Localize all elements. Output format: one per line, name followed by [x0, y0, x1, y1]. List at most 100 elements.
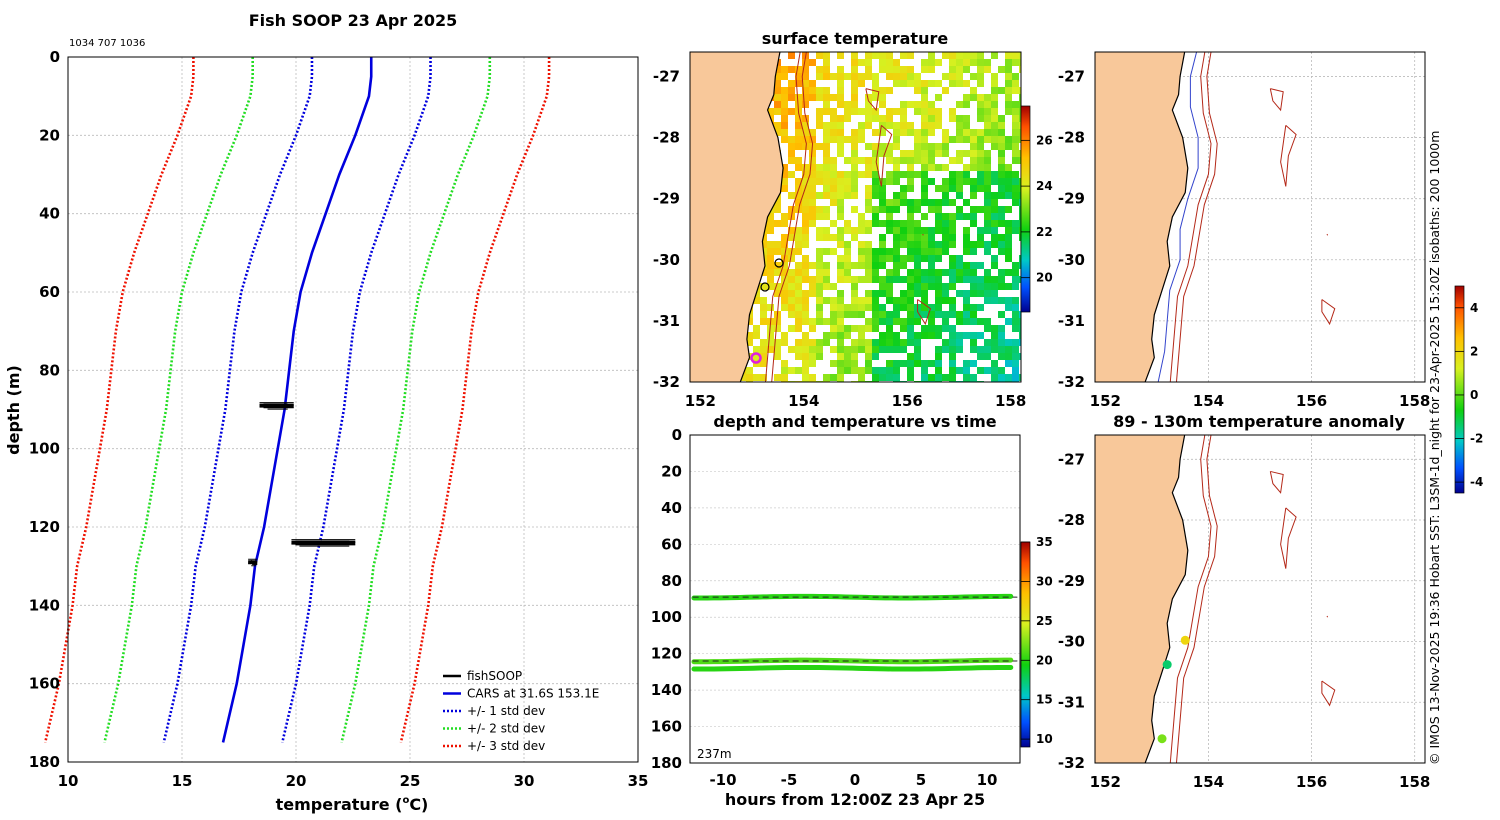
sst-pixel — [942, 220, 949, 227]
sst-pixel — [921, 255, 928, 262]
sst-pixel — [809, 129, 816, 136]
sst-pixel — [935, 185, 942, 192]
sst-pixel — [781, 178, 788, 185]
profile-ylabel: depth (m) — [4, 365, 23, 455]
y-tick-label: -29 — [1058, 190, 1085, 208]
sst-pixel — [1005, 136, 1012, 143]
sst-pixel — [907, 66, 914, 73]
sst-pixel — [977, 66, 984, 73]
sst-pixel — [781, 220, 788, 227]
sst-pixel — [907, 213, 914, 220]
sst-pixel — [851, 52, 858, 59]
isobath-map-frame — [1094, 51, 1426, 383]
sst-pixel — [781, 66, 788, 73]
sst-pixel — [851, 73, 858, 80]
sst-pixel — [956, 192, 963, 199]
sst-pixel — [984, 94, 991, 101]
sst-pixel — [879, 206, 886, 213]
sst-pixel — [1005, 241, 1012, 248]
sst-pixel — [935, 332, 942, 339]
sst-pixel — [914, 129, 921, 136]
sst-pixel — [879, 94, 886, 101]
isobath-map-y-ticks: -27 -28 -29 -30 -31 -32 — [1058, 67, 1085, 391]
sst-pixel — [844, 192, 851, 199]
sst-pixel — [851, 325, 858, 332]
sst-pixel — [1019, 353, 1021, 360]
sst-pixel — [1005, 59, 1012, 66]
sst-pixel — [788, 66, 795, 73]
sst-pixel — [935, 122, 942, 129]
sst-pixel — [760, 346, 767, 353]
sst-pixel — [998, 367, 1005, 374]
sst-pixel — [1019, 318, 1021, 325]
sst-pixel — [998, 325, 1005, 332]
sst-pixel — [872, 94, 879, 101]
std-dev-2-line — [340, 57, 492, 743]
sst-pixel — [935, 241, 942, 248]
sst-pixel — [872, 353, 879, 360]
sst-pixel — [970, 87, 977, 94]
sst-pixel — [802, 353, 809, 360]
sst-pixel — [872, 150, 879, 157]
sst-pixel — [802, 332, 809, 339]
sst-pixel — [970, 73, 977, 80]
sst-pixel — [970, 206, 977, 213]
sst-pixel — [802, 220, 809, 227]
sst-pixel — [970, 332, 977, 339]
sst-pixel — [970, 52, 977, 59]
sst-pixel — [991, 80, 998, 87]
sst-pixel — [921, 150, 928, 157]
sst-pixel — [984, 283, 991, 290]
x-tick-label: -5 — [781, 771, 798, 789]
sst-pixel — [1005, 143, 1012, 150]
sst-pixel — [998, 164, 1005, 171]
sst-pixel — [1019, 325, 1021, 332]
sst-pixel — [907, 199, 914, 206]
sst-pixel — [1012, 199, 1019, 206]
depth-time-frame — [689, 434, 1021, 764]
sst-pixel — [844, 276, 851, 283]
sst-pixel — [991, 276, 998, 283]
sst-pixel — [907, 80, 914, 87]
y-tick-label: 180 — [651, 754, 682, 772]
sst-pixel — [795, 178, 802, 185]
sst-pixel — [991, 290, 998, 297]
sst-pixel — [1012, 353, 1019, 360]
sst-pixel — [823, 87, 830, 94]
sst-pixel — [1019, 227, 1021, 234]
sst-pixel — [928, 241, 935, 248]
sst-pixel — [851, 143, 858, 150]
sst-pixel — [858, 325, 865, 332]
figure-title: Fish SOOP 23 Apr 2025 — [249, 11, 458, 30]
sst-pixel — [893, 248, 900, 255]
sst-pixel — [809, 220, 816, 227]
sst-pixel — [900, 171, 907, 178]
sst-pixel — [788, 87, 795, 94]
sst-pixel — [1012, 136, 1019, 143]
sst-pixel — [1005, 178, 1012, 185]
sst-pixel — [998, 297, 1005, 304]
sst-pixel — [851, 339, 858, 346]
x-tick-label: 30 — [514, 772, 535, 790]
sst-pixel — [851, 297, 858, 304]
sst-pixel — [795, 143, 802, 150]
sst-pixel — [1005, 80, 1012, 87]
sst-pixel — [977, 304, 984, 311]
sst-pixel — [921, 136, 928, 143]
seamount-isobath — [865, 88, 880, 112]
sst-pixel — [879, 339, 886, 346]
sst-pixel — [893, 346, 900, 353]
sst-pixel — [977, 241, 984, 248]
sst-pixel — [879, 332, 886, 339]
sst-pixel — [844, 367, 851, 374]
x-tick-label: 154 — [1193, 773, 1224, 791]
sst-pixel — [1012, 276, 1019, 283]
sst-pixel — [914, 150, 921, 157]
sst-pixel — [844, 101, 851, 108]
sst-pixel — [907, 227, 914, 234]
sst-pixel — [942, 52, 949, 59]
sst-pixel — [1019, 136, 1021, 143]
sst-pixel — [921, 332, 928, 339]
sst-pixel — [970, 241, 977, 248]
sst-pixel — [1005, 346, 1012, 353]
